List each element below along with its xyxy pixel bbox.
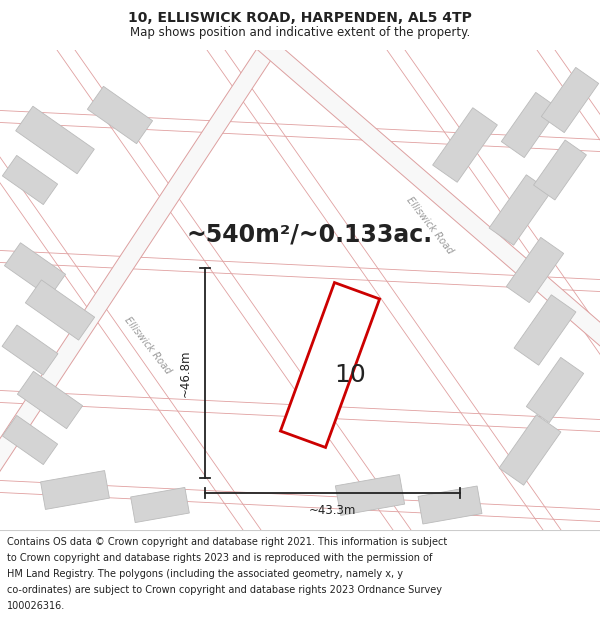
Polygon shape [254, 33, 600, 367]
Polygon shape [506, 238, 563, 302]
Polygon shape [16, 106, 94, 174]
Text: HM Land Registry. The polygons (including the associated geometry, namely x, y: HM Land Registry. The polygons (includin… [7, 569, 403, 579]
Polygon shape [2, 325, 58, 375]
Text: Elliswick Road: Elliswick Road [405, 194, 455, 256]
Polygon shape [335, 474, 404, 516]
Polygon shape [499, 415, 561, 485]
Polygon shape [526, 357, 584, 422]
Polygon shape [514, 295, 576, 365]
Polygon shape [502, 92, 559, 158]
Polygon shape [25, 280, 95, 340]
Polygon shape [433, 107, 497, 182]
Text: Elliswick Road: Elliswick Road [123, 314, 173, 376]
Text: 100026316.: 100026316. [7, 601, 65, 611]
Polygon shape [280, 282, 380, 448]
Polygon shape [489, 175, 551, 245]
Polygon shape [418, 486, 482, 524]
Text: ~43.3m: ~43.3m [309, 504, 356, 518]
Text: co-ordinates) are subject to Crown copyright and database rights 2023 Ordnance S: co-ordinates) are subject to Crown copyr… [7, 585, 442, 595]
Text: to Crown copyright and database rights 2023 and is reproduced with the permissio: to Crown copyright and database rights 2… [7, 552, 433, 562]
Text: ~540m²/~0.133ac.: ~540m²/~0.133ac. [187, 223, 433, 247]
Polygon shape [4, 242, 65, 298]
Polygon shape [533, 140, 586, 200]
Polygon shape [2, 416, 58, 464]
Polygon shape [17, 371, 83, 429]
Polygon shape [2, 156, 58, 204]
Polygon shape [0, 25, 287, 475]
Text: 10: 10 [334, 363, 366, 387]
Polygon shape [131, 488, 190, 522]
Polygon shape [88, 86, 152, 144]
Polygon shape [541, 68, 599, 132]
Text: Map shows position and indicative extent of the property.: Map shows position and indicative extent… [130, 26, 470, 39]
Text: 10, ELLISWICK ROAD, HARPENDEN, AL5 4TP: 10, ELLISWICK ROAD, HARPENDEN, AL5 4TP [128, 11, 472, 25]
Text: ~46.8m: ~46.8m [179, 349, 191, 397]
Text: Contains OS data © Crown copyright and database right 2021. This information is : Contains OS data © Crown copyright and d… [7, 537, 448, 547]
Polygon shape [41, 471, 109, 509]
